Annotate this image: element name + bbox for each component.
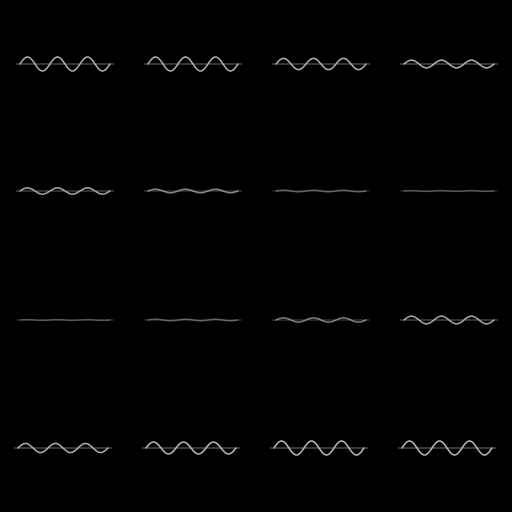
sine-wave <box>147 56 239 72</box>
wave-cell <box>16 318 114 322</box>
sine-wave <box>275 57 367 71</box>
sine-wave <box>403 189 495 193</box>
wave-cell <box>400 189 498 193</box>
sine-wave <box>145 441 237 455</box>
wave-cell <box>144 56 242 72</box>
sine-wave <box>403 59 495 69</box>
sine-wave <box>403 315 495 325</box>
wave-cell <box>400 315 498 325</box>
wave-cell <box>398 440 496 456</box>
sine-wave <box>19 56 111 72</box>
sine-wave <box>275 189 367 193</box>
sine-wave <box>147 318 239 322</box>
wave-cell <box>16 187 114 195</box>
wave-cell <box>272 57 370 71</box>
wave-cell <box>14 442 112 454</box>
sine-wave <box>273 440 365 456</box>
sine-wave <box>17 442 109 454</box>
wave-cell <box>144 318 242 322</box>
wave-cells <box>14 56 498 456</box>
sine-wave <box>275 317 367 323</box>
sine-wave <box>19 187 111 195</box>
sine-wave <box>147 188 239 194</box>
wave-cell <box>142 441 240 455</box>
wave-cell <box>272 317 370 323</box>
wave-cell <box>270 440 368 456</box>
wave-cell <box>400 59 498 69</box>
sine-wave <box>19 318 111 322</box>
wave-cell <box>16 56 114 72</box>
sine-wave <box>401 440 493 456</box>
wave-cell <box>144 188 242 194</box>
wave-cell <box>272 189 370 193</box>
